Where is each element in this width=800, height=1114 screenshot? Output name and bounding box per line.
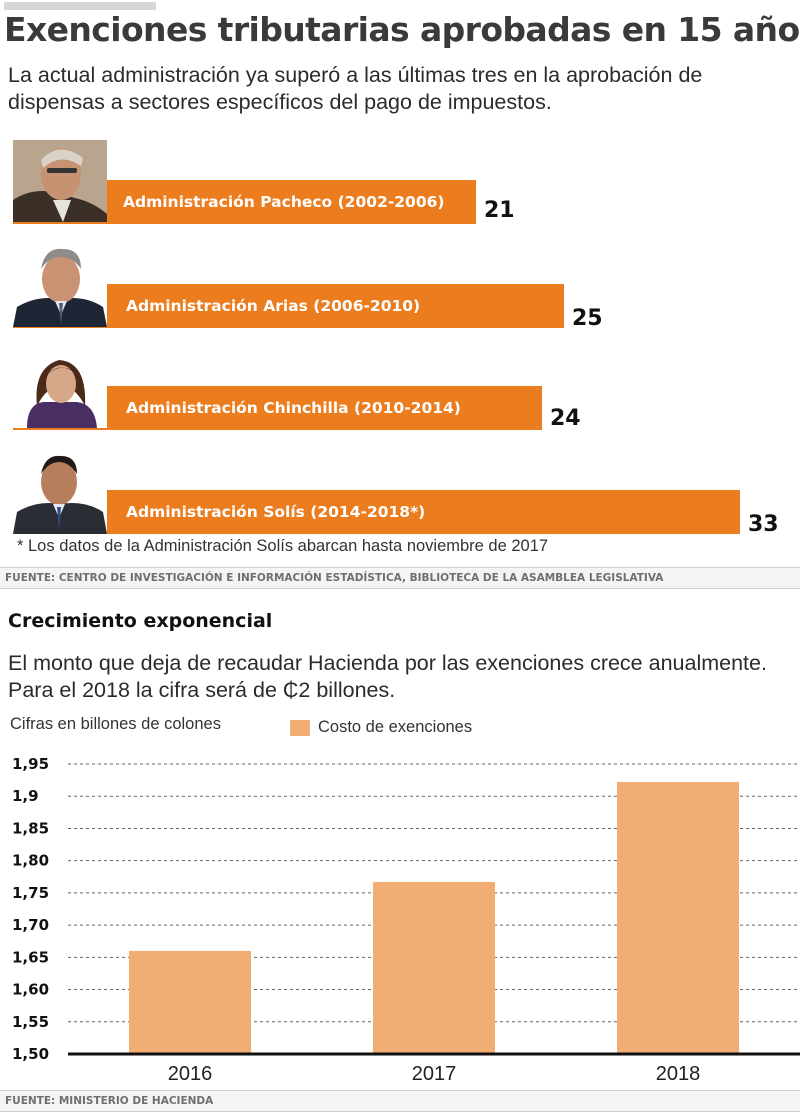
source-note-2: FUENTE: MINISTERIO DE HACIENDA xyxy=(0,1090,800,1112)
admin-bar-label: Administración Arias (2006-2010) xyxy=(126,297,421,315)
column-bar xyxy=(129,950,251,1054)
portrait-arias xyxy=(13,245,107,327)
page-subtitle: La actual administración ya superó a las… xyxy=(8,63,703,114)
y-axis-unit-label: Cifras en billones de colones xyxy=(10,715,221,733)
source-note-1: FUENTE: CENTRO DE INVESTIGACIÓN E INFORM… xyxy=(0,567,800,589)
legend-swatch xyxy=(290,719,310,736)
admin-bar-label: Administración Pacheco (2002-2006) xyxy=(123,193,445,211)
admin-bar-label: Administración Chinchilla (2010-2014) xyxy=(126,399,461,417)
column-bar xyxy=(617,782,739,1054)
portrait-solis xyxy=(13,452,107,534)
admin-bar-value: 21 xyxy=(484,198,515,223)
y-tick-label: 1,60 xyxy=(12,981,49,999)
admin-bar-value: 33 xyxy=(748,512,779,537)
chart-legend: Costo de exenciones xyxy=(290,718,472,737)
x-tick-label: 2016 xyxy=(168,1063,213,1085)
section-title: Crecimiento exponencial xyxy=(8,610,273,632)
y-tick-label: 1,70 xyxy=(12,916,49,934)
column-bar xyxy=(373,881,495,1054)
y-tick-label: 1,95 xyxy=(12,755,49,773)
admin-bar-value: 24 xyxy=(550,406,581,431)
section-subtitle: El monto que deja de recaudar Hacienda p… xyxy=(8,651,767,702)
admin-row-arias: Administración Arias (2006-2010) 25 xyxy=(0,240,800,350)
column-chart: 1,50 1,55 1,60 1,65 1,70 1,75 1,80 1,85 1,9 1,95 2… xyxy=(12,755,800,1085)
y-tick-label: 1,80 xyxy=(12,852,49,870)
admin-row-chinchilla: Administración Chinchilla (2010-2014) 24 xyxy=(0,342,800,452)
footnote: * Los datos de la Administración Solís a… xyxy=(17,537,549,555)
admin-bar: Administración Solís (2014-2018*) xyxy=(13,490,740,534)
admin-bar-value: 25 xyxy=(572,306,603,331)
admin-bar-label: Administración Solís (2014-2018*) xyxy=(126,503,426,521)
y-tick-label: 1,75 xyxy=(12,884,49,902)
y-tick-label: 1,65 xyxy=(12,948,49,966)
x-tick-label: 2018 xyxy=(656,1063,701,1085)
top-accent-bar xyxy=(4,2,156,10)
legend-label: Costo de exenciones xyxy=(318,718,473,736)
portrait-chinchilla xyxy=(13,346,107,428)
y-tick-label: 1,85 xyxy=(12,819,49,837)
page-title: Exenciones tributarias aprobadas en 15 a… xyxy=(4,10,800,49)
y-tick-label: 1,50 xyxy=(12,1045,49,1063)
y-tick-label: 1,9 xyxy=(12,787,39,805)
admin-row-pacheco: Administración Pacheco (2002-2006) 21 xyxy=(0,136,800,246)
admin-row-solis: Administración Solís (2014-2018*) 33 xyxy=(0,446,800,556)
portrait-pacheco xyxy=(13,140,107,222)
x-tick-label: 2017 xyxy=(412,1063,457,1085)
y-tick-label: 1,55 xyxy=(12,1013,49,1031)
